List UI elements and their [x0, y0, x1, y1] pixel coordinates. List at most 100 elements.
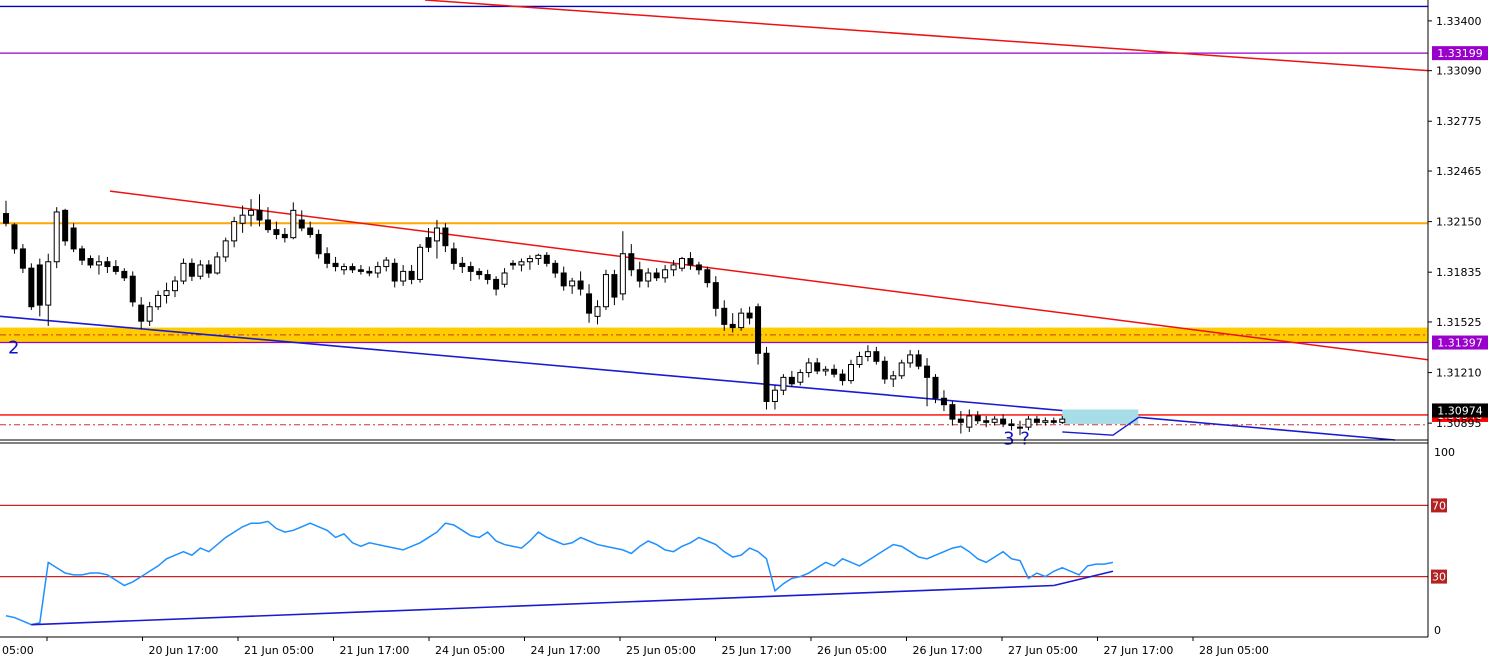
wave-label: 2 — [8, 337, 19, 358]
candle-bull — [662, 269, 669, 279]
consolidation-box — [1062, 409, 1139, 424]
candle-bull — [518, 261, 525, 266]
candle-bear — [36, 264, 43, 306]
candle-bear — [983, 420, 990, 423]
candle-bull — [417, 246, 424, 280]
candle-bear — [543, 254, 550, 264]
candle-bull — [602, 274, 609, 308]
candle-bear — [695, 264, 702, 271]
candle-bear — [112, 266, 119, 272]
candle-bull — [180, 262, 187, 282]
time-tick-label: 24 Jun 17:00 — [531, 644, 601, 657]
candle-bear — [104, 261, 111, 268]
candle-bull — [290, 209, 297, 239]
candle-bull — [890, 375, 897, 380]
rsi-trendline — [31, 584, 1054, 626]
candle-bear — [408, 270, 415, 280]
time-tick-label: 26 Jun 05:00 — [817, 644, 887, 657]
candle-bull — [780, 376, 787, 391]
wave-line — [1062, 416, 1139, 436]
time-tick-label: 27 Jun 05:00 — [1008, 644, 1078, 657]
candle-bear — [264, 219, 271, 231]
level-tag-label: 1.31397 — [1437, 337, 1483, 350]
candle-bull — [1059, 418, 1066, 423]
candle-bear — [121, 270, 128, 279]
candle-bear — [712, 282, 719, 309]
candle-bull — [146, 306, 153, 322]
candle-bear — [467, 266, 474, 272]
candle-bear — [87, 258, 94, 266]
rsi-tick-label: 0 — [1434, 624, 1441, 637]
candle-bull — [679, 258, 685, 269]
candle-bear — [957, 418, 964, 423]
candle-bull — [45, 261, 52, 306]
candle-bull — [155, 294, 162, 308]
candle-bear — [839, 373, 846, 382]
price-pane: 2 3 ? — [0, 0, 1429, 449]
candle-bear — [763, 352, 770, 402]
price-tick-label: 1.31835 — [1436, 266, 1482, 279]
time-tick-label: 25 Jun 05:00 — [626, 644, 696, 657]
candle-bear — [814, 362, 821, 372]
candle-bull — [535, 254, 542, 260]
candle-bear — [1000, 418, 1007, 425]
candle-bull — [856, 355, 863, 366]
candle-bear — [366, 270, 373, 274]
candle-bear — [3, 213, 9, 224]
rsi-level-tag — [1431, 498, 1447, 513]
candle-bear — [349, 266, 356, 271]
candle-bear — [307, 227, 314, 235]
rsi-line — [5, 520, 1114, 626]
candle-bull — [670, 264, 677, 271]
candle-bear — [1050, 420, 1057, 423]
rsi-level-label: 70 — [1432, 499, 1446, 512]
candle-bull — [172, 280, 178, 292]
candle-bull — [822, 368, 829, 372]
candle-bear — [1033, 418, 1040, 423]
candle-bull — [645, 272, 652, 282]
candle-bear — [729, 323, 736, 329]
candle-bear — [425, 237, 432, 248]
time-tick-label: 20 Jun 17:00 — [149, 644, 219, 657]
time-tick-label: 21 Jun 05:00 — [244, 644, 314, 657]
candle-bear — [611, 274, 618, 298]
candle-bull — [805, 362, 812, 374]
candle-bear — [636, 269, 643, 282]
candle-bull — [163, 290, 170, 296]
candle-bear — [281, 233, 288, 239]
candle-bear — [788, 376, 795, 385]
level-tag — [1432, 46, 1488, 61]
candle-bear — [357, 269, 364, 272]
candle-bear — [1008, 423, 1015, 427]
candle-bear — [442, 227, 449, 247]
candle-bear — [459, 262, 466, 268]
time-tick-label: 21 Jun 17:00 — [340, 644, 410, 657]
candle-bear — [256, 209, 263, 221]
candle-bull — [231, 221, 238, 242]
candle-bear — [704, 269, 711, 284]
candle-bear — [881, 360, 888, 380]
candle-bull — [95, 261, 102, 266]
candle-bear — [586, 293, 593, 314]
candle-bull — [907, 354, 914, 364]
candle-bull — [594, 306, 601, 317]
candle-bear — [205, 264, 212, 274]
candle-bear — [484, 274, 491, 280]
candle-bull — [248, 209, 255, 216]
candle-bear — [746, 312, 753, 319]
candle-bear — [873, 351, 880, 362]
candle-bull — [400, 270, 407, 282]
price-tick-label: 1.33090 — [1436, 65, 1482, 78]
candle-bear — [70, 227, 77, 250]
candle-bear — [62, 209, 69, 242]
candle-bull — [619, 253, 626, 295]
candle-bull — [433, 227, 440, 242]
candle-bear — [552, 262, 559, 274]
candle-bull — [1025, 418, 1032, 428]
candle-bear — [932, 376, 939, 399]
level-tag-label: 1.33199 — [1437, 47, 1483, 60]
candle-bull — [738, 312, 745, 329]
candle-bull — [197, 264, 204, 277]
